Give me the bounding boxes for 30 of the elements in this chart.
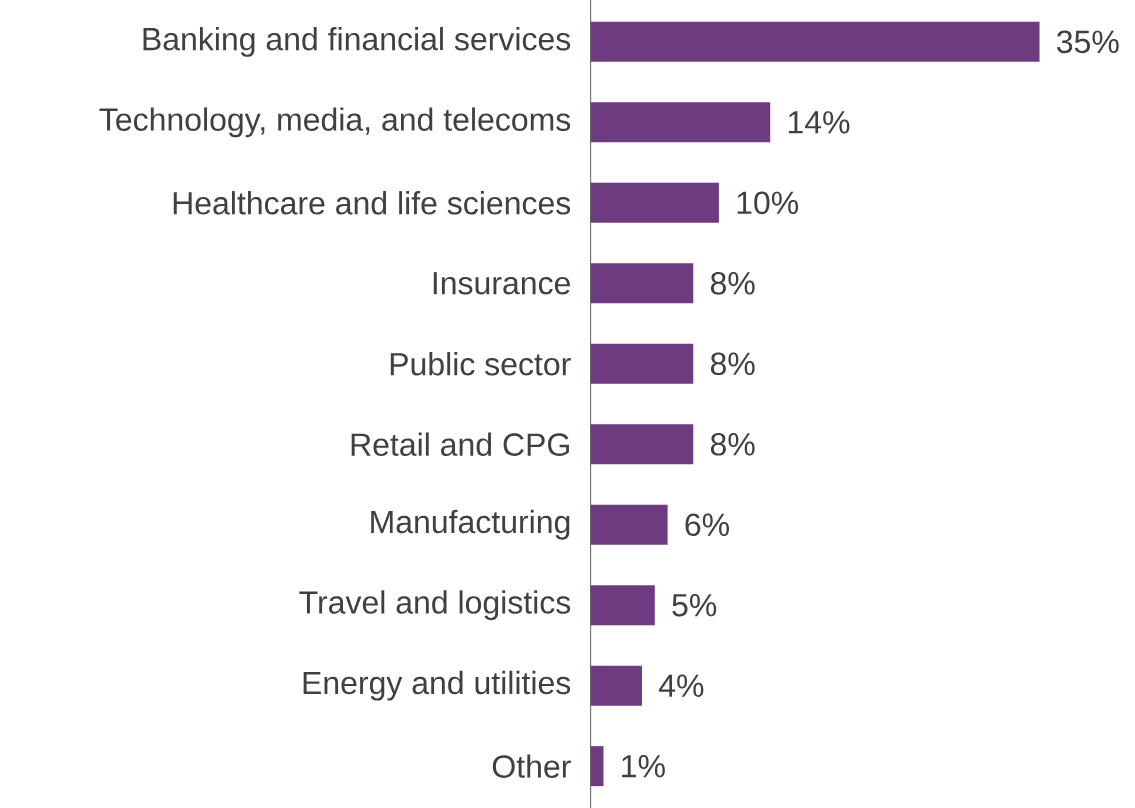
y-tick-label: Manufacturing [371,509,570,540]
bar [590,746,604,787]
y-tick-label: Technology, media, and telecoms [99,107,571,138]
y-tick-label: Banking and financial services [143,26,571,57]
data-label: 1% [622,754,665,778]
y-tick-label: Public sector [390,352,571,376]
data-label: 4% [658,674,704,697]
data-label: 8% [710,432,755,456]
bar [590,424,694,465]
y-tick-label: Other [492,754,571,778]
bar [590,585,655,626]
y-tick-label: Healthcare and life sciences [173,191,571,215]
data-label: 8% [710,271,755,295]
bar [590,102,771,143]
data-label: 35% [1056,30,1119,54]
bar [590,263,694,304]
data-label: 10% [737,191,799,215]
bar [590,21,1040,62]
bar [590,343,694,384]
bar [590,665,642,706]
y-tick-label: Insurance [433,272,570,295]
y-tick-label: Travel and logistics [299,590,571,621]
y-tick-label: Retail and CPG [351,432,569,456]
bar [590,504,668,545]
data-label: 14% [788,111,850,134]
data-label: 5% [672,593,717,617]
data-label: 6% [685,513,729,537]
data-label: 8% [710,352,755,376]
bar [590,182,719,223]
y-tick-label: Energy and utilities [303,670,571,701]
